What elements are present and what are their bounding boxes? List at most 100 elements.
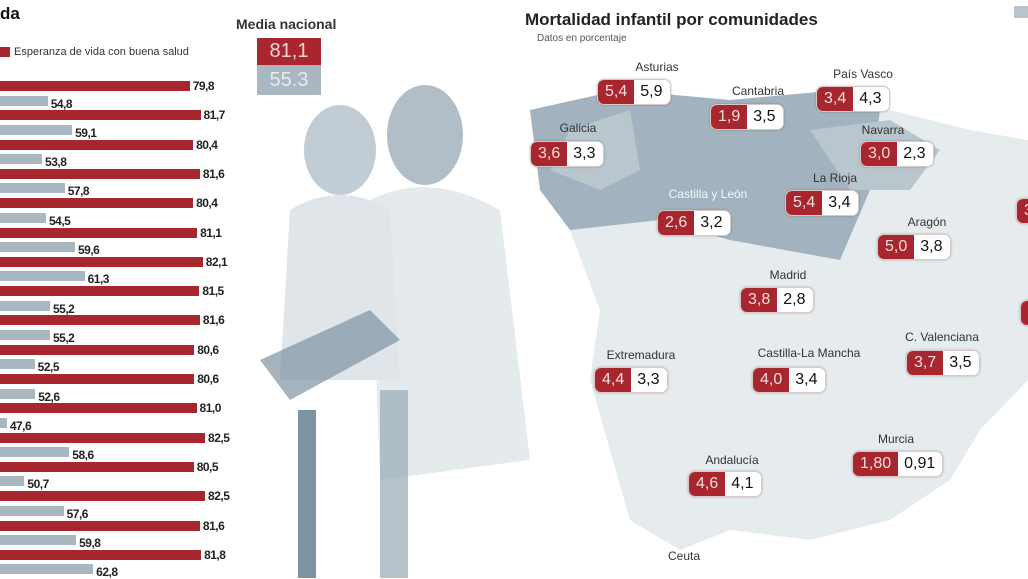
bar-life-expectancy bbox=[0, 198, 194, 209]
bar-value-label: 81,6 bbox=[202, 313, 225, 328]
region-value-white: 3,5 bbox=[943, 351, 979, 375]
region-value-red: 3,4 bbox=[817, 87, 854, 111]
bar-life-expectancy bbox=[0, 403, 197, 414]
bar-life-expectancy bbox=[0, 432, 206, 443]
bar-value-label: 81,6 bbox=[202, 518, 225, 533]
bar-value-label: 58,6 bbox=[72, 448, 94, 463]
region-value-red: 5,0 bbox=[878, 235, 915, 259]
region-value-box: 4,0 3,4 bbox=[752, 367, 826, 393]
region-box-partial-2 bbox=[1020, 300, 1028, 326]
bar-value-label: 82,5 bbox=[208, 489, 230, 504]
doctors-photo bbox=[260, 85, 530, 578]
region-value-white: 3,5 bbox=[747, 105, 783, 129]
region-value-box: 4,4 3,3 bbox=[594, 367, 668, 393]
bar-healthy-life bbox=[0, 476, 25, 487]
region-value-box: 3,6 3,3 bbox=[530, 141, 604, 167]
region-value-red: 3,6 bbox=[531, 142, 568, 166]
bar-value-label: 54,8 bbox=[50, 96, 73, 111]
bar-healthy-life bbox=[0, 124, 73, 135]
region-value-white: 3,3 bbox=[567, 142, 603, 166]
region-value-white: 3,3 bbox=[631, 368, 667, 392]
legend-swatch bbox=[0, 47, 10, 57]
region-value-red: 5,4 bbox=[598, 80, 635, 104]
bar-healthy-life bbox=[0, 183, 65, 194]
bar-life-expectancy bbox=[0, 315, 200, 326]
national-average-healthy: 55.3 bbox=[257, 65, 321, 95]
region-name: País Vasco bbox=[833, 67, 893, 81]
region-value-red: 5,4 bbox=[786, 191, 823, 215]
chart-title: da bbox=[0, 4, 20, 23]
bar-value-label: 55,2 bbox=[52, 301, 75, 316]
bar-value-label: 52,6 bbox=[38, 389, 60, 404]
legend-label: Esperanza de vida con buena salud bbox=[14, 46, 189, 58]
bar-life-expectancy bbox=[0, 168, 200, 179]
bar-life-expectancy bbox=[0, 227, 198, 238]
bar-value-label: 61,3 bbox=[87, 272, 110, 287]
bar-value-label: 59,1 bbox=[75, 125, 97, 140]
bar-value-label: 81,1 bbox=[200, 225, 222, 240]
region-value-box: 2,6 3,2 bbox=[657, 210, 731, 236]
region-value-box: 3,7 3,5 bbox=[906, 350, 980, 376]
bar-value-label: 81,5 bbox=[202, 284, 224, 299]
bar-value-label: 59,8 bbox=[79, 536, 101, 550]
bar-healthy-life bbox=[0, 505, 64, 516]
region-value-white: 5,9 bbox=[634, 80, 670, 104]
region-name: Castilla y León bbox=[668, 187, 748, 201]
bar-value-label: 82,5 bbox=[208, 430, 230, 445]
bar-healthy-life bbox=[0, 564, 94, 575]
bar-value-label: 57,8 bbox=[67, 184, 90, 199]
bar-life-expectancy bbox=[0, 344, 195, 355]
bar-value-label: 52,5 bbox=[37, 360, 60, 375]
map-title: Mortalidad infantil por comunidades bbox=[525, 10, 818, 29]
bar-value-label: 81,6 bbox=[202, 166, 225, 181]
map-subtitle: Datos en porcentaje bbox=[537, 33, 627, 44]
bar-value-label: 57,6 bbox=[66, 506, 89, 521]
region-value-box: 1,9 3,5 bbox=[710, 104, 784, 130]
bar-life-expectancy bbox=[0, 374, 195, 384]
bar-healthy-life bbox=[0, 300, 50, 311]
region-value-partial: 3 bbox=[1017, 199, 1028, 223]
region-value-red: 1,9 bbox=[711, 105, 748, 129]
region-value-box: 5,4 5,9 bbox=[597, 79, 671, 105]
region-value-box: 3,0 2,3 bbox=[860, 141, 934, 167]
region-value-box: 3,4 4,3 bbox=[816, 86, 890, 112]
bar-value-label: 47,6 bbox=[9, 418, 32, 433]
bar-value-label: 59,6 bbox=[77, 243, 100, 257]
region-value-white: 4,1 bbox=[725, 472, 761, 496]
bar-value-label: 62,8 bbox=[96, 565, 118, 579]
region-name: Andalucía bbox=[705, 453, 759, 467]
bar-life-expectancy bbox=[0, 256, 203, 267]
region-value-red: 4,4 bbox=[595, 368, 632, 392]
region-value-white: 3,4 bbox=[822, 191, 858, 215]
bar-value-label: 81,7 bbox=[203, 108, 226, 123]
bar-life-expectancy bbox=[0, 461, 194, 472]
bar-life-expectancy bbox=[0, 491, 206, 502]
region-value-white: 0,91 bbox=[898, 452, 943, 476]
bar-healthy-life bbox=[0, 447, 70, 458]
bar-healthy-life bbox=[0, 242, 75, 252]
bar-healthy-life bbox=[0, 359, 35, 370]
legend-square bbox=[1014, 6, 1028, 18]
bar-life-expectancy bbox=[0, 81, 190, 91]
region-box-partial: 3 bbox=[1016, 198, 1028, 224]
bar-healthy-life bbox=[0, 212, 46, 223]
region-value-box: 5,0 3,8 bbox=[877, 234, 951, 260]
region-value-red: 3,7 bbox=[907, 351, 944, 375]
region-name: Navarra bbox=[861, 123, 905, 137]
bar-value-label: 55,2 bbox=[52, 330, 75, 345]
region-value-box: 4,6 4,1 bbox=[688, 471, 762, 497]
bar-healthy-life bbox=[0, 95, 48, 106]
region-value-white: 3,2 bbox=[694, 211, 730, 235]
region-value-white: 2,8 bbox=[777, 288, 813, 312]
bar-value-label: 80,6 bbox=[197, 342, 219, 357]
bar-healthy-life bbox=[0, 535, 77, 545]
bar-value-label: 54,5 bbox=[49, 213, 71, 228]
region-value-red: 4,0 bbox=[753, 368, 790, 392]
bar-value-label: 80,6 bbox=[197, 372, 219, 386]
region-value-red: 3,8 bbox=[741, 288, 778, 312]
region-name: Aragón bbox=[907, 215, 947, 229]
bar-life-expectancy bbox=[0, 520, 200, 531]
region-name: Ceuta bbox=[667, 549, 701, 563]
bar-value-label: 81,0 bbox=[199, 401, 222, 416]
national-average-life: 81,1 bbox=[257, 38, 321, 65]
